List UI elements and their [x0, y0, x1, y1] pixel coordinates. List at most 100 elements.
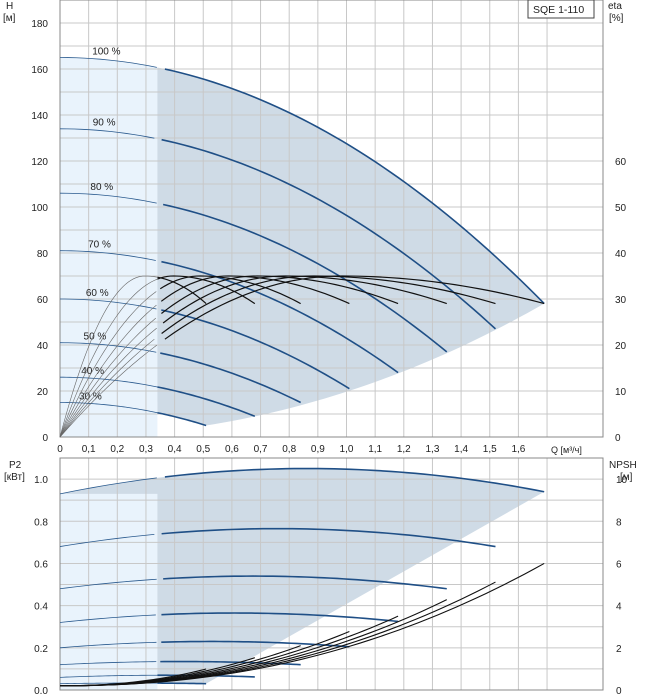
power-curve-left — [59, 614, 156, 623]
efficiency-curve — [159, 275, 301, 305]
efficiency-curve-left — [59, 291, 157, 438]
bottom-y-right-tick: 10 — [616, 475, 628, 486]
bottom-y-left-tick: 1.0 — [34, 475, 48, 486]
efficiency-curve — [161, 275, 399, 314]
head-curve-left — [59, 298, 157, 310]
top-y-right-tick: 20 — [615, 341, 627, 352]
efficiency-curve — [157, 276, 207, 305]
efficiency-curve-left — [59, 317, 156, 438]
top-y-left-tick: 180 — [31, 19, 48, 30]
curves: 100 % 90 % 80 % 70 % 60 % 50 % 40 % 30 % — [59, 46, 545, 687]
speed-label: 50 % — [84, 332, 107, 343]
x-tick-label: 0,3 — [139, 444, 153, 455]
model-label: SQE 1-110 — [533, 4, 584, 16]
x-tick-label: 1,0 — [340, 444, 354, 455]
efficiency-curve-left — [59, 278, 158, 438]
bottom-y-right-tick: 4 — [616, 602, 622, 613]
power-curve — [163, 575, 447, 590]
top-y-left-tick: 100 — [31, 203, 48, 214]
x-tick-label: 0,6 — [225, 444, 239, 455]
head-curve — [160, 352, 302, 404]
efficiency-curve-left — [59, 327, 157, 438]
top-y-left-tick: 60 — [37, 295, 49, 306]
speed-label: 90 % — [93, 118, 116, 129]
top-y-left-tick: 40 — [37, 341, 49, 352]
top-y-left-tick: 160 — [31, 65, 48, 76]
x-tick-label: 0,1 — [82, 444, 96, 455]
bottom-y-left-title: P2 — [9, 460, 22, 471]
top-y-left-title: H — [6, 1, 13, 12]
top-y-right-tick: 60 — [615, 157, 627, 168]
bottom-left-highlight — [60, 493, 158, 690]
power-curve-left — [59, 534, 155, 547]
power-curve-left — [59, 674, 158, 678]
x-tick-label: 0,4 — [168, 444, 182, 455]
model-label-box — [527, 0, 595, 19]
head-curve-left — [59, 250, 156, 261]
top-y-left-tick: 140 — [31, 111, 48, 122]
x-tick-label: 0,9 — [311, 444, 325, 455]
bottom-plot-frame — [59, 457, 604, 691]
top-y-right-unit: [%] — [609, 13, 624, 24]
speed-label: 100 % — [92, 46, 120, 57]
top-plot-frame — [59, 0, 604, 438]
efficiency-curve — [162, 275, 447, 324]
top-y-right-tick: 30 — [615, 295, 627, 306]
grid-lines: 0 0,1 0,2 0,3 0,4 0,5 0,6 0,7 0,8 0,9 1,0 1,1 1,2 1,3… — [31, 0, 628, 697]
bottom-chart-area — [60, 468, 545, 690]
top-operating-area — [60, 57, 545, 437]
head-curve-left — [59, 376, 158, 388]
bottom-y-right-tick: 2 — [616, 644, 622, 655]
bottom-y-right-tick: 8 — [616, 517, 622, 528]
speed-label: 30 % — [79, 391, 102, 402]
top-chart-area — [60, 57, 545, 437]
power-curve-left — [59, 661, 157, 666]
top-left-highlight — [60, 57, 158, 413]
speed-label: 40 % — [81, 366, 104, 377]
efficiency-curve — [164, 275, 545, 340]
bottom-y-left-tick: 0.0 — [34, 686, 48, 697]
head-curve-left — [59, 128, 155, 139]
x-tick-label: 0,5 — [196, 444, 210, 455]
head-curve — [164, 68, 545, 305]
head-curve — [157, 386, 256, 418]
x-tick-label: 0,7 — [254, 444, 268, 455]
x-tick-label: 1,1 — [368, 444, 382, 455]
top-y-right-tick: 40 — [615, 249, 627, 260]
speed-label: 60 % — [86, 288, 109, 299]
top-left-highlight-bottom — [60, 402, 158, 437]
head-curve — [157, 411, 207, 427]
bottom-y-right-title: NPSH — [609, 460, 637, 471]
top-y-right-title: eta — [608, 1, 622, 12]
speed-label: 80 % — [90, 182, 113, 193]
top-y-right-tick: 10 — [615, 387, 627, 398]
x-tick-label: 1,3 — [425, 444, 439, 455]
head-curve-left — [59, 192, 157, 204]
x-tick-label: 0,2 — [110, 444, 124, 455]
power-curve — [161, 640, 350, 648]
x-axis-title: Q [м³/ч] — [551, 445, 582, 455]
bottom-y-right-unit: [м] — [620, 472, 633, 483]
power-curve-left — [59, 641, 157, 649]
bottom-y-left-tick: 0.8 — [34, 517, 48, 528]
power-curve — [164, 467, 545, 493]
top-y-left-unit: [м] — [3, 13, 16, 24]
power-curve — [161, 527, 496, 548]
npsh-curve — [59, 668, 207, 687]
bottom-operating-area — [60, 468, 545, 684]
efficiency-curve — [157, 275, 256, 305]
head-curve — [161, 260, 399, 374]
bottom-y-right-tick: 6 — [616, 559, 622, 570]
efficiency-curve-left — [59, 344, 158, 438]
head-curve-left — [59, 57, 157, 68]
efficiency-curve-left — [59, 275, 158, 438]
x-tick-label: 1,6 — [511, 444, 525, 455]
x-tick-label: 0 — [57, 444, 63, 455]
top-y-left-tick: 0 — [42, 433, 48, 444]
head-curve — [161, 138, 497, 330]
efficiency-curve-left — [59, 338, 155, 438]
bottom-y-left-tick: 0.4 — [34, 602, 48, 613]
efficiency-curve — [160, 275, 350, 305]
x-tick-label: 1,4 — [454, 444, 468, 455]
power-curve — [157, 682, 207, 685]
